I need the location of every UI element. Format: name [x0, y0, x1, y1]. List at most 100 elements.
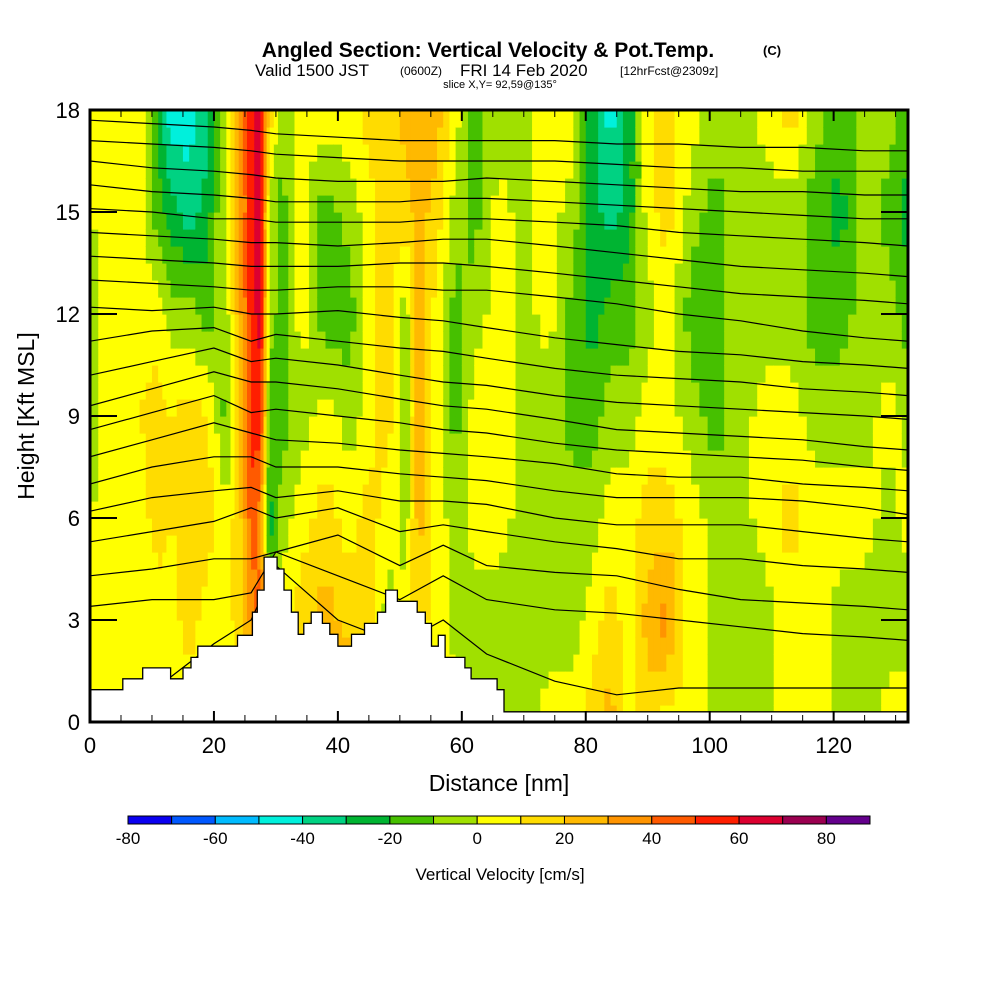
field-cell: [158, 365, 163, 383]
field-cell: [864, 535, 874, 553]
field-cell: [660, 688, 667, 706]
field-cell: [213, 229, 221, 247]
field-cell: [277, 144, 283, 162]
field-cell: [864, 161, 874, 179]
field-cell: [461, 246, 469, 264]
field-cell: [273, 246, 279, 264]
field-cell: [266, 195, 271, 213]
field-cell: [220, 348, 227, 366]
field-cell: [220, 161, 227, 179]
field-cell: [114, 110, 124, 128]
field-cell: [166, 603, 172, 621]
field-cell: [515, 161, 525, 179]
field-cell: [410, 586, 415, 604]
field-cell: [641, 365, 649, 383]
field-cell: [660, 144, 667, 162]
field-cell: [273, 467, 279, 485]
field-cell: [410, 484, 415, 502]
field-cell: [226, 365, 232, 383]
field-cell: [170, 212, 178, 230]
field-cell: [748, 620, 758, 638]
field-cell: [515, 127, 525, 145]
field-cell: [872, 569, 882, 587]
field-cell: [474, 399, 484, 417]
field-cell: [724, 467, 734, 485]
field-cell: [653, 535, 661, 553]
field-cell: [765, 484, 775, 502]
field-cell: [604, 246, 612, 264]
field-cell: [176, 416, 184, 434]
field-cell: [98, 518, 108, 536]
field-cell: [532, 297, 541, 315]
field-cell: [610, 467, 618, 485]
field-cell: [356, 569, 364, 587]
field-cell: [455, 620, 463, 638]
field-cell: [230, 348, 236, 366]
field-cell: [598, 569, 605, 587]
field-cell: [474, 110, 484, 128]
field-cell: [123, 144, 132, 162]
field-cell: [375, 212, 382, 230]
field-cell: [294, 433, 302, 451]
field-cell: [151, 484, 159, 502]
field-cell: [699, 467, 709, 485]
field-cell: [468, 382, 475, 400]
field-cell: [114, 331, 124, 349]
field-cell: [548, 433, 558, 451]
field-cell: [548, 450, 558, 468]
field-cell: [691, 484, 700, 502]
field-cell: [610, 586, 618, 604]
field-cell: [201, 280, 209, 298]
field-cell: [815, 212, 824, 230]
field-cell: [622, 144, 630, 162]
field-cell: [699, 263, 709, 281]
field-cell: [499, 569, 508, 587]
field-cell: [201, 399, 209, 417]
field-cell: [131, 467, 141, 485]
field-cell: [556, 450, 566, 468]
field-cell: [653, 518, 661, 536]
field-cell: [90, 314, 99, 332]
field-cell: [294, 195, 302, 213]
field-cell: [381, 246, 389, 264]
field-cell: [317, 314, 327, 332]
field-cell: [901, 603, 908, 621]
field-cell: [182, 637, 190, 655]
field-cell: [806, 212, 816, 230]
field-cell: [635, 382, 643, 400]
field-cell: [889, 246, 897, 264]
field-cell: [257, 246, 262, 264]
field-cell: [288, 195, 296, 213]
field-cell: [732, 416, 742, 434]
field-cell: [622, 365, 630, 383]
field-cell: [622, 127, 630, 145]
field-cell: [139, 314, 147, 332]
field-cell: [856, 569, 866, 587]
field-cell: [499, 552, 508, 570]
field-cell: [317, 195, 327, 213]
field-cell: [90, 467, 99, 485]
field-cell: [300, 416, 310, 434]
field-cell: [666, 620, 676, 638]
field-cell: [901, 110, 908, 128]
field-cell: [548, 144, 558, 162]
field-cell: [158, 552, 163, 570]
field-cell: [263, 518, 268, 536]
field-cell: [740, 229, 750, 247]
field-cell: [831, 331, 841, 349]
field-cell: [455, 467, 463, 485]
field-cell: [773, 127, 783, 145]
field-cell: [98, 535, 108, 553]
field-cell: [699, 246, 709, 264]
field-cell: [189, 297, 196, 315]
field-cell: [123, 195, 132, 213]
field-cell: [308, 178, 318, 196]
field-cell: [266, 263, 271, 281]
field-cell: [740, 501, 750, 519]
field-cell: [399, 161, 407, 179]
field-cell: [579, 620, 587, 638]
field-cell: [573, 552, 581, 570]
field-cell: [548, 467, 558, 485]
field-cell: [308, 382, 318, 400]
field-cell: [342, 399, 351, 417]
